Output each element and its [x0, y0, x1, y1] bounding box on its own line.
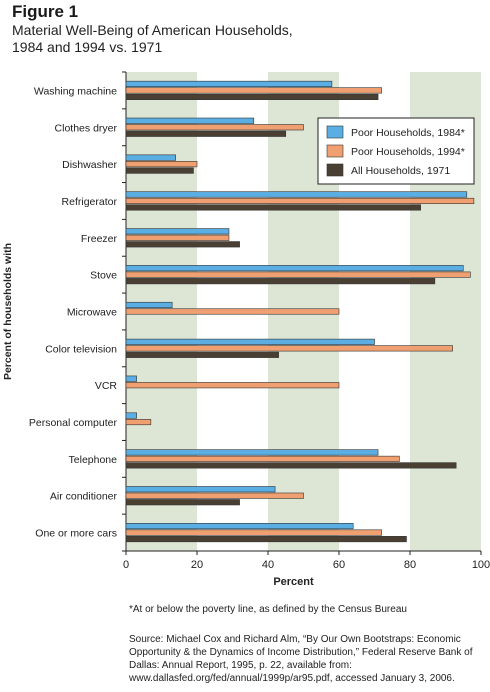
legend-swatch	[326, 125, 344, 139]
bar-one-or-more-cars-series-1	[125, 523, 354, 530]
category-label: Microwave	[67, 307, 117, 319]
category-label: One or more cars	[35, 528, 117, 540]
bar-telephone-series-3	[125, 462, 457, 469]
x-tick-label: 0	[123, 559, 129, 571]
category-label: Refrigerator	[62, 196, 118, 208]
bar-stove-series-3	[125, 278, 436, 285]
legend-label: All Households, 1971	[351, 165, 450, 177]
chart-title-line-2: 1984 and 1994 vs. 1971	[12, 39, 163, 55]
footnote: *At or below the poverty line, as define…	[129, 604, 407, 615]
bar-clothes-dryer-series-2	[125, 124, 304, 131]
chart-title-line-1: Material Well-Being of American Househol…	[12, 22, 293, 38]
bar-color-television-series-2	[125, 345, 453, 352]
legend-swatch	[326, 163, 344, 177]
legend-label: Poor Households, 1994*	[351, 146, 465, 158]
legend-box	[317, 117, 475, 185]
category-label: Telephone	[69, 454, 118, 466]
category-label: Dishwasher	[62, 159, 117, 171]
x-tick-label: 40	[262, 559, 274, 571]
legend-label: Poor Households, 1984*	[351, 127, 465, 139]
x-tick-label: 60	[333, 559, 345, 571]
bar-stove-series-2	[125, 271, 471, 278]
x-tick-label: 100	[472, 559, 490, 571]
x-tick-label: 80	[404, 559, 416, 571]
bar-color-television-series-1	[125, 338, 375, 345]
y-axis-label: Percent of households with	[2, 243, 14, 380]
bar-dishwasher-series-3	[125, 167, 194, 174]
bar-freezer-series-1	[125, 228, 230, 235]
bar-chart: 0 20 40 60 80 100 Percent Percent of households…	[2, 71, 490, 588]
bar-personal-computer-series-1	[125, 412, 137, 419]
bar-washing-machine-series-2	[125, 87, 382, 94]
category-label: Freezer	[81, 233, 118, 245]
bar-microwave-series-1	[125, 301, 173, 309]
bar-dishwasher-series-1	[125, 154, 177, 161]
bar-color-television-series-3	[125, 351, 279, 358]
bar-vcr-series-1	[125, 375, 137, 382]
bar-refrigerator-series-3	[125, 204, 421, 211]
x-tick-label: 20	[191, 559, 203, 571]
bar-personal-computer-series-2	[125, 418, 152, 426]
bar-clothes-dryer-series-1	[125, 117, 255, 124]
bar-freezer-series-3	[125, 241, 240, 248]
bar-refrigerator-series-1	[125, 191, 468, 198]
category-label: Stove	[90, 270, 117, 282]
category-label: VCR	[95, 380, 118, 392]
category-label: Air conditioner	[50, 491, 118, 503]
category-label: Personal computer	[29, 417, 118, 429]
category-label: Color television	[45, 343, 117, 355]
legend-swatch	[326, 144, 344, 158]
bar-air-conditioner-series-1	[125, 486, 276, 493]
bar-refrigerator-series-2	[125, 197, 475, 205]
figure-label: Figure 1	[12, 2, 79, 21]
bar-one-or-more-cars-series-3	[125, 536, 407, 543]
category-label: Clothes dryer	[55, 122, 118, 134]
bar-freezer-series-2	[125, 234, 230, 241]
bar-air-conditioner-series-2	[125, 492, 304, 499]
bar-one-or-more-cars-series-2	[125, 529, 382, 536]
bar-washing-machine-series-3	[125, 93, 379, 100]
bar-dishwasher-series-2	[125, 161, 198, 168]
category-label: Washing machine	[34, 85, 117, 97]
bar-vcr-series-2	[125, 382, 340, 389]
bar-clothes-dryer-series-3	[125, 130, 287, 137]
bar-telephone-series-1	[125, 449, 379, 456]
bar-air-conditioner-series-3	[125, 499, 240, 506]
x-axis-label: Percent	[273, 576, 314, 588]
bar-telephone-series-2	[125, 455, 400, 462]
bar-washing-machine-series-1	[125, 80, 333, 87]
bar-stove-series-1	[125, 265, 464, 272]
bar-microwave-series-2	[125, 308, 340, 315]
source-note: Source: Michael Cox and Richard Alm, “By…	[129, 634, 473, 684]
